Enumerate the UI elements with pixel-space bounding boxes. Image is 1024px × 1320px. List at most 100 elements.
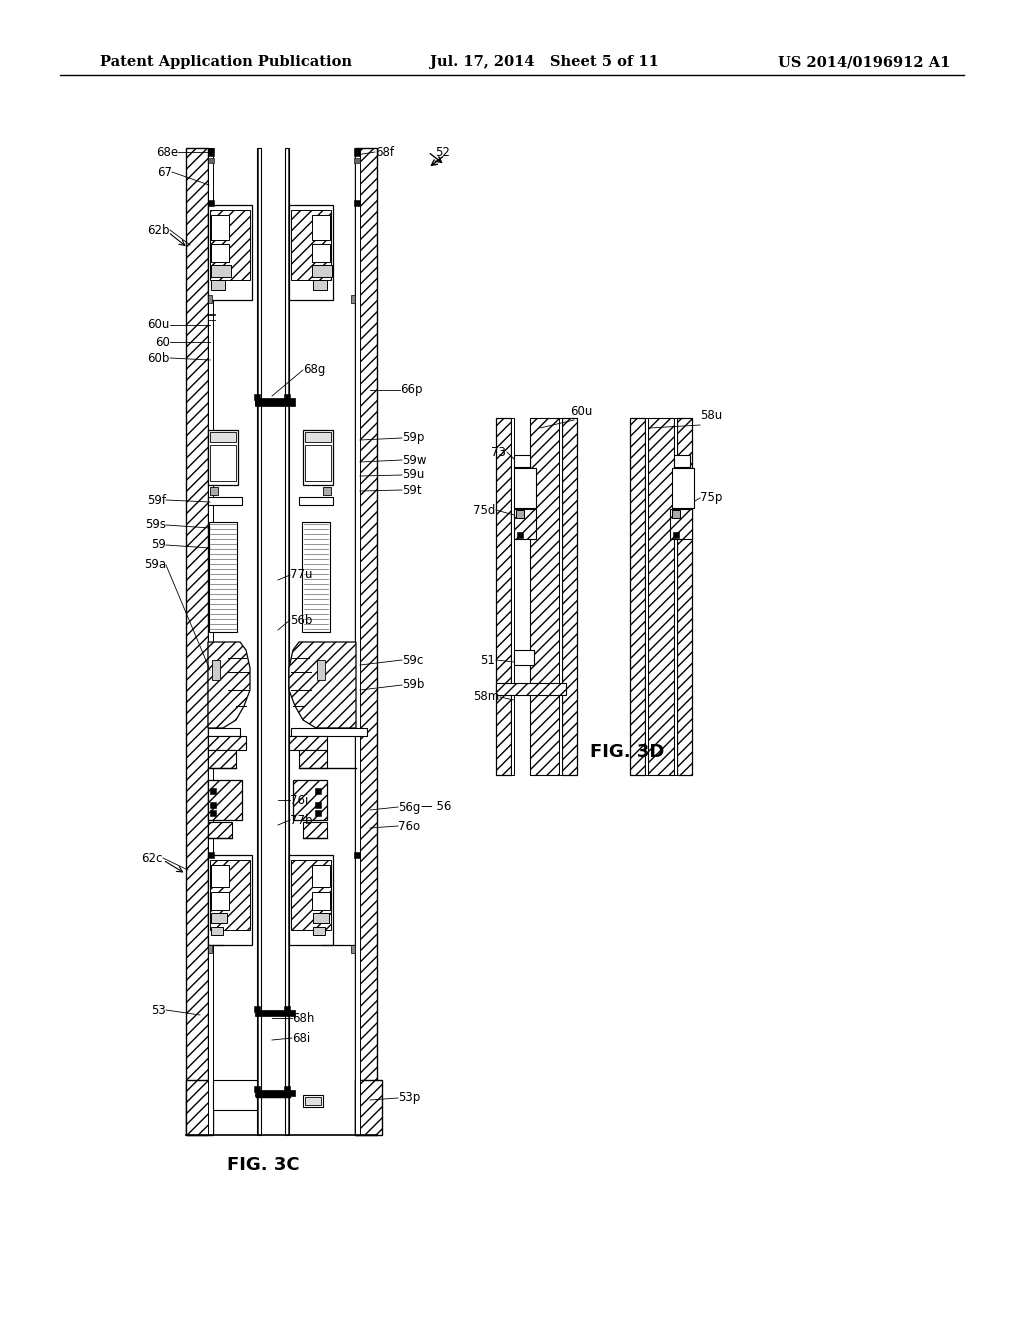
Text: FIG. 3D: FIG. 3D	[590, 743, 665, 762]
Text: 59t: 59t	[402, 483, 422, 496]
Bar	[208, 750, 236, 768]
Text: 51: 51	[480, 653, 495, 667]
Bar	[208, 148, 214, 156]
Bar	[303, 822, 327, 838]
Text: 60: 60	[155, 335, 170, 348]
Bar	[305, 445, 331, 480]
Bar	[302, 521, 330, 632]
Bar	[186, 148, 208, 1135]
Bar	[299, 498, 333, 506]
Bar	[208, 737, 246, 750]
Bar	[315, 810, 321, 816]
Bar	[313, 280, 327, 290]
Bar	[312, 865, 330, 887]
Bar	[355, 148, 377, 1135]
Text: FIG. 3C: FIG. 3C	[226, 1156, 299, 1173]
Bar	[208, 498, 242, 506]
Text: 59w: 59w	[402, 454, 427, 466]
Bar	[511, 418, 514, 775]
Bar	[289, 737, 327, 750]
Bar	[355, 1080, 382, 1135]
Bar	[514, 455, 530, 467]
Text: 62c: 62c	[141, 851, 163, 865]
Bar	[284, 1006, 290, 1012]
Bar	[289, 855, 333, 945]
Bar	[208, 855, 252, 945]
Bar	[559, 418, 562, 775]
Bar	[208, 201, 214, 206]
Bar	[315, 803, 321, 808]
Text: — 56: — 56	[421, 800, 452, 813]
Bar	[186, 1080, 213, 1135]
Text: 59b: 59b	[402, 678, 424, 692]
Text: 59f: 59f	[147, 494, 166, 507]
Bar	[323, 487, 331, 495]
Text: Patent Application Publication: Patent Application Publication	[100, 55, 352, 69]
Bar	[211, 265, 231, 277]
Text: 76i: 76i	[290, 793, 308, 807]
Bar	[354, 148, 360, 156]
Bar	[673, 532, 679, 539]
Bar	[516, 510, 524, 517]
Bar	[208, 148, 213, 1135]
Bar	[210, 803, 216, 808]
Text: 75d: 75d	[473, 503, 495, 516]
Bar	[208, 780, 242, 820]
Bar	[210, 432, 236, 442]
Bar	[496, 418, 511, 775]
Bar	[317, 660, 325, 680]
Bar	[208, 851, 214, 858]
Bar	[211, 913, 227, 923]
Text: 53p: 53p	[398, 1092, 420, 1105]
Text: 53: 53	[152, 1003, 166, 1016]
Bar	[291, 729, 367, 737]
Bar	[672, 510, 680, 517]
Bar	[293, 780, 327, 820]
Bar	[257, 148, 261, 1135]
Text: 68h: 68h	[292, 1011, 314, 1024]
Bar	[672, 469, 694, 508]
Text: 68f: 68f	[375, 145, 394, 158]
Bar	[674, 455, 690, 467]
Bar	[645, 418, 648, 775]
Bar	[354, 158, 360, 162]
Bar	[284, 393, 290, 400]
Bar	[209, 521, 237, 632]
Bar	[514, 469, 536, 508]
Bar	[285, 148, 289, 1135]
Bar	[210, 445, 236, 480]
Text: 73: 73	[492, 446, 506, 458]
Bar	[312, 265, 332, 277]
Text: 60u: 60u	[570, 405, 592, 418]
Bar	[254, 1006, 260, 1012]
Bar	[630, 418, 645, 775]
Bar	[211, 244, 229, 261]
Bar	[255, 399, 295, 407]
Bar	[210, 810, 216, 816]
Bar	[208, 822, 232, 838]
Bar	[211, 865, 229, 887]
Bar	[517, 532, 523, 539]
Bar	[674, 418, 677, 775]
Bar	[208, 430, 238, 484]
Bar	[648, 418, 674, 775]
Bar	[305, 1097, 321, 1105]
Text: 59c: 59c	[402, 653, 423, 667]
Bar	[208, 945, 212, 953]
Polygon shape	[208, 642, 250, 729]
Bar	[254, 393, 260, 400]
Bar	[312, 892, 330, 909]
Bar	[351, 294, 355, 304]
Text: 67: 67	[157, 165, 172, 178]
Text: 59a: 59a	[144, 558, 166, 572]
Bar	[210, 861, 250, 931]
Text: 58u: 58u	[700, 409, 722, 422]
Text: 77u: 77u	[290, 569, 312, 582]
Text: 68i: 68i	[292, 1031, 310, 1044]
Text: US 2014/0196912 A1: US 2014/0196912 A1	[777, 55, 950, 69]
Bar	[305, 432, 331, 442]
Bar	[303, 430, 333, 484]
Bar	[212, 660, 220, 680]
Bar	[677, 418, 692, 775]
Polygon shape	[289, 642, 356, 729]
